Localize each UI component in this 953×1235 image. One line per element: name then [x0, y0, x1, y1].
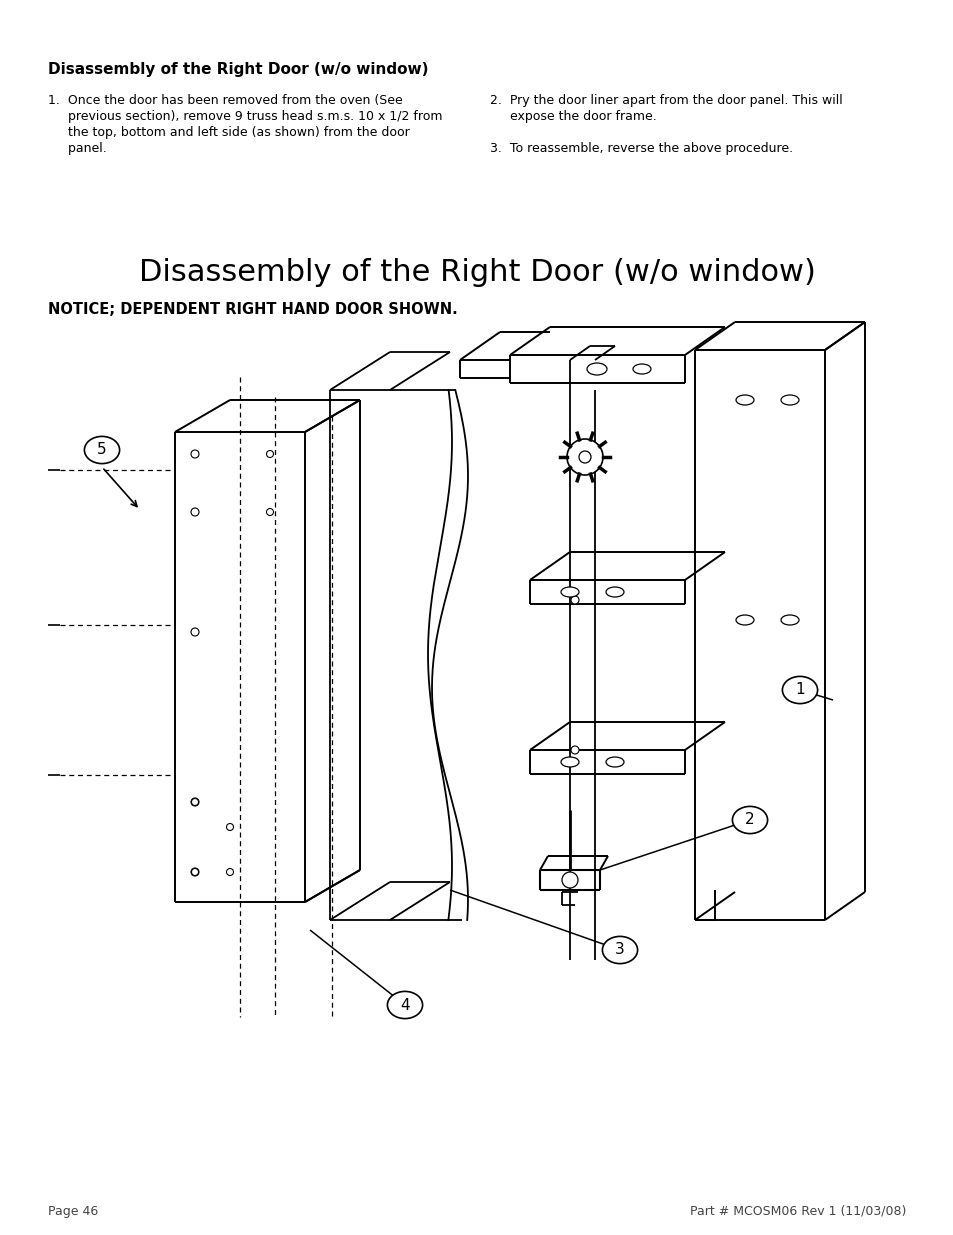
- Circle shape: [191, 450, 199, 458]
- Circle shape: [266, 509, 274, 515]
- Circle shape: [226, 868, 233, 876]
- Text: expose the door frame.: expose the door frame.: [490, 110, 656, 124]
- Ellipse shape: [781, 395, 799, 405]
- Text: 4: 4: [399, 998, 410, 1013]
- Text: 3: 3: [615, 942, 624, 957]
- Ellipse shape: [601, 936, 637, 963]
- Text: NOTICE; DEPENDENT RIGHT HAND DOOR SHOWN.: NOTICE; DEPENDENT RIGHT HAND DOOR SHOWN.: [48, 303, 457, 317]
- Circle shape: [571, 746, 578, 755]
- Text: the top, bottom and left side (as shown) from the door: the top, bottom and left side (as shown)…: [48, 126, 410, 140]
- Circle shape: [191, 629, 199, 636]
- Circle shape: [192, 868, 198, 876]
- Ellipse shape: [586, 363, 606, 375]
- Ellipse shape: [735, 395, 753, 405]
- Circle shape: [561, 872, 578, 888]
- Ellipse shape: [560, 757, 578, 767]
- Ellipse shape: [560, 587, 578, 597]
- Text: 3.  To reassemble, reverse the above procedure.: 3. To reassemble, reverse the above proc…: [490, 142, 792, 156]
- Text: Page 46: Page 46: [48, 1205, 98, 1218]
- Text: panel.: panel.: [48, 142, 107, 156]
- Text: 2: 2: [744, 813, 754, 827]
- Ellipse shape: [633, 364, 650, 374]
- Circle shape: [571, 446, 578, 454]
- Ellipse shape: [387, 992, 422, 1019]
- Circle shape: [226, 824, 233, 830]
- Text: 1.  Once the door has been removed from the oven (See: 1. Once the door has been removed from t…: [48, 94, 402, 107]
- Text: 1: 1: [795, 683, 804, 698]
- Circle shape: [266, 451, 274, 457]
- Text: Disassembly of the Right Door (w/o window): Disassembly of the Right Door (w/o windo…: [138, 258, 815, 287]
- Ellipse shape: [781, 615, 799, 625]
- Circle shape: [566, 438, 602, 475]
- Ellipse shape: [732, 806, 767, 834]
- Circle shape: [192, 799, 198, 805]
- Ellipse shape: [605, 587, 623, 597]
- Circle shape: [578, 451, 590, 463]
- Ellipse shape: [84, 436, 119, 463]
- Circle shape: [191, 508, 199, 516]
- Ellipse shape: [781, 677, 817, 704]
- Text: Part # MCOSM06 Rev 1 (11/03/08): Part # MCOSM06 Rev 1 (11/03/08): [689, 1205, 905, 1218]
- Circle shape: [571, 597, 578, 604]
- Circle shape: [191, 798, 199, 806]
- Circle shape: [191, 868, 199, 876]
- Ellipse shape: [735, 615, 753, 625]
- Text: 2.  Pry the door liner apart from the door panel. This will: 2. Pry the door liner apart from the doo…: [490, 94, 841, 107]
- Text: 5: 5: [97, 442, 107, 457]
- Text: previous section), remove 9 truss head s.m.s. 10 x 1/2 from: previous section), remove 9 truss head s…: [48, 110, 442, 124]
- Text: Disassembly of the Right Door (w/o window): Disassembly of the Right Door (w/o windo…: [48, 62, 428, 77]
- Ellipse shape: [605, 757, 623, 767]
